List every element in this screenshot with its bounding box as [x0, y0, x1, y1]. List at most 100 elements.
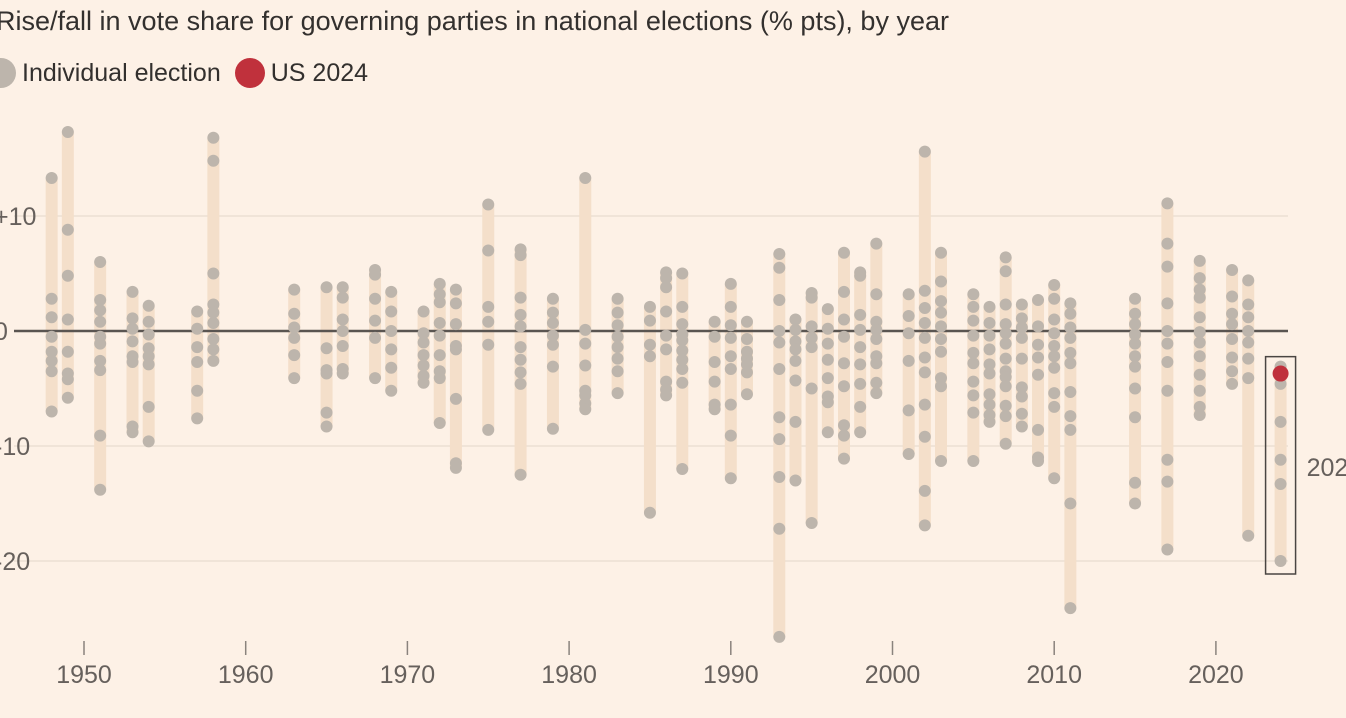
- election-dot: [983, 329, 996, 342]
- election-dot: [935, 246, 948, 259]
- election-dot: [288, 307, 301, 320]
- election-dot: [773, 325, 786, 337]
- election-dot: [935, 306, 948, 319]
- election-dot: [660, 329, 673, 342]
- election-dot: [1161, 297, 1174, 310]
- election-dot: [870, 333, 883, 346]
- election-dot: [1129, 318, 1142, 331]
- range-bar: [724, 283, 737, 479]
- legend-item-us2024: US 2024: [234, 58, 368, 88]
- election-dot: [94, 354, 107, 367]
- election-dot: [837, 380, 850, 393]
- election-dot: [1242, 352, 1255, 365]
- election-dot: [724, 319, 737, 332]
- election-dot: [1161, 356, 1174, 369]
- election-dot: [417, 327, 430, 340]
- election-dot: [207, 154, 220, 167]
- election-dot: [1015, 298, 1028, 311]
- election-dots: [45, 126, 1289, 643]
- election-dot: [1048, 292, 1061, 305]
- election-dot: [61, 391, 74, 404]
- election-dot: [45, 365, 58, 378]
- election-dot: [369, 331, 382, 344]
- election-dot: [676, 463, 689, 475]
- election-dot: [417, 359, 430, 372]
- election-dot: [191, 322, 204, 335]
- election-dot: [514, 366, 527, 379]
- election-dot: [918, 398, 931, 411]
- election-dot: [417, 376, 430, 389]
- election-dot: [1242, 325, 1255, 337]
- election-dot: [1129, 328, 1142, 341]
- election-dot: [1129, 350, 1142, 363]
- election-dot: [967, 314, 980, 327]
- election-dot: [546, 329, 559, 342]
- election-dot: [1242, 274, 1255, 287]
- election-dot: [854, 426, 867, 439]
- election-dot: [433, 417, 446, 429]
- range-bar: [837, 252, 850, 459]
- election-dot: [854, 308, 867, 321]
- election-dot: [61, 345, 74, 358]
- election-dot: [821, 337, 834, 350]
- election-dot: [708, 330, 721, 343]
- election-dot: [94, 429, 107, 442]
- election-dot: [724, 277, 737, 290]
- election-dot: [94, 293, 107, 306]
- election-dot: [1161, 543, 1174, 556]
- election-dot: [967, 389, 980, 402]
- election-dot: [773, 471, 786, 484]
- election-dot: [385, 384, 398, 397]
- x-tick-label: 1970: [380, 661, 436, 689]
- election-dot: [1064, 321, 1077, 334]
- election-dot: [94, 483, 107, 496]
- election-dot: [1193, 326, 1206, 339]
- election-dot: [207, 333, 220, 346]
- election-dot: [320, 420, 333, 433]
- election-dot: [320, 367, 333, 380]
- election-dot: [611, 306, 624, 319]
- election-dot: [821, 303, 834, 316]
- election-dot: [967, 375, 980, 388]
- election-dot: [1274, 477, 1287, 490]
- election-dot: [546, 292, 559, 305]
- election-dot: [336, 313, 349, 326]
- election-dot: [999, 298, 1012, 311]
- election-dot: [94, 256, 107, 268]
- election-dot: [821, 396, 834, 409]
- election-dot: [482, 244, 495, 257]
- range-bar: [1129, 298, 1142, 504]
- election-dot: [918, 366, 931, 379]
- election-dot: [1274, 555, 1287, 567]
- x-tick-label: 1980: [541, 661, 597, 689]
- election-dot: [514, 341, 527, 354]
- election-dot: [902, 310, 915, 323]
- election-dot: [546, 360, 559, 373]
- election-dot: [1193, 368, 1206, 381]
- election-dot: [1032, 454, 1045, 467]
- election-dot: [708, 403, 721, 416]
- election-dot: [191, 341, 204, 354]
- election-dot: [611, 330, 624, 343]
- election-dot: [902, 354, 915, 367]
- election-dot: [805, 382, 818, 395]
- election-dot: [449, 297, 462, 310]
- election-dot: [1129, 337, 1142, 350]
- election-dot: [999, 371, 1012, 383]
- election-dot: [1015, 407, 1028, 420]
- election-dot: [918, 430, 931, 443]
- election-dot: [1226, 307, 1239, 320]
- range-bar: [320, 287, 333, 427]
- election-dot: [142, 358, 155, 371]
- election-dot: [740, 315, 753, 328]
- election-dot: [336, 367, 349, 380]
- election-dot: [1274, 415, 1287, 428]
- election-dot: [1048, 400, 1061, 413]
- x-tick-label: 1950: [56, 661, 112, 689]
- election-dot: [449, 343, 462, 356]
- election-dot: [1193, 311, 1206, 324]
- election-dot: [94, 304, 107, 317]
- election-dot: [514, 291, 527, 304]
- election-dot: [514, 249, 527, 262]
